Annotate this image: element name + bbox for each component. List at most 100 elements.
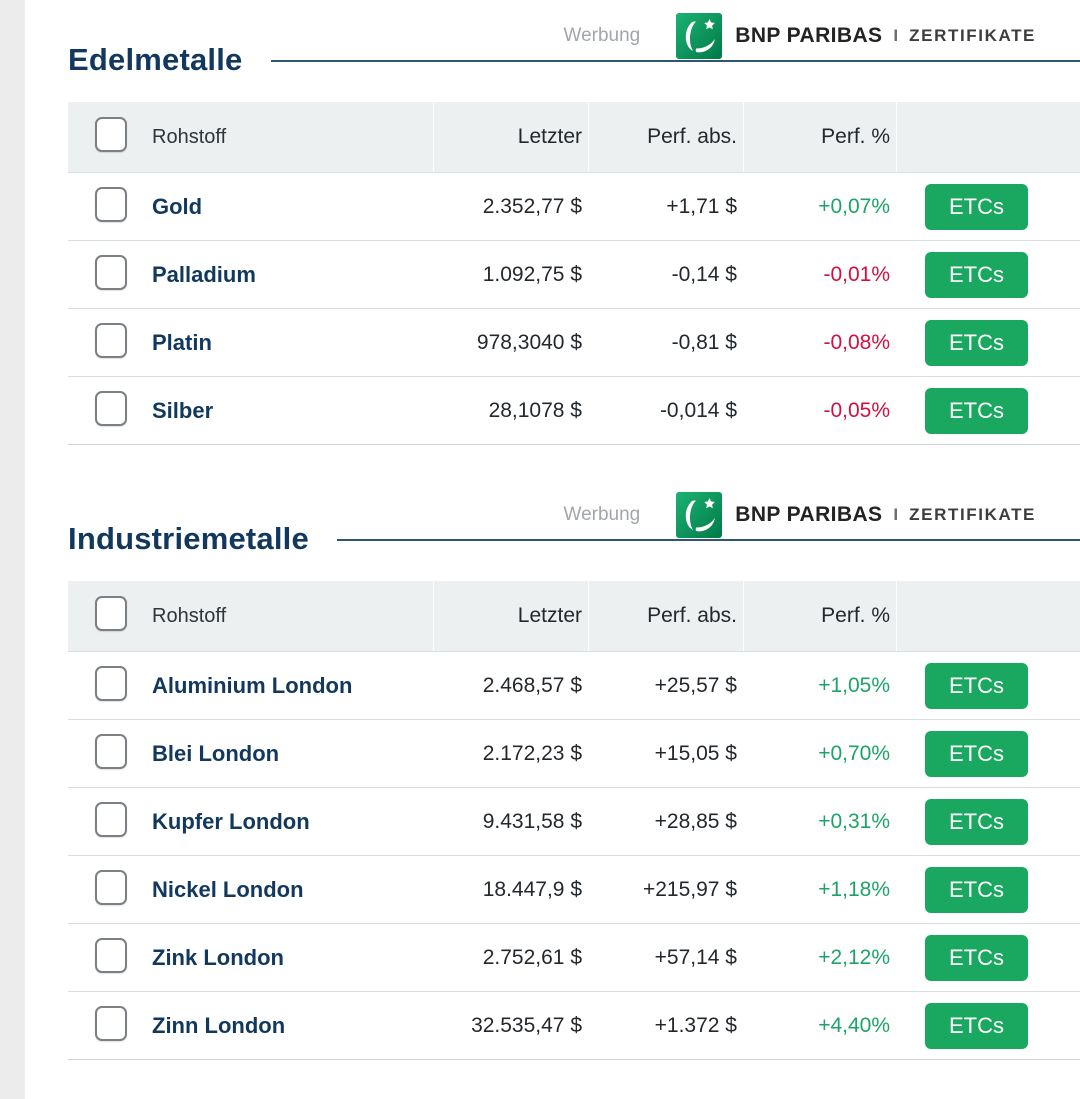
perf-pct-value: +0,07% — [818, 194, 890, 218]
brand-suffix: ZERTIFIKATE — [909, 26, 1036, 45]
perf-pct-value: +2,12% — [818, 945, 890, 969]
etcs-button[interactable]: ETCs — [925, 387, 1028, 434]
brand-suffix: ZERTIFIKATE — [909, 505, 1036, 524]
perf-abs-value: +15,05 $ — [654, 741, 737, 765]
perf-pct-value: -0,05% — [823, 398, 890, 422]
select-all-checkbox[interactable] — [95, 117, 127, 152]
perf-abs-value: -0,81 $ — [671, 330, 737, 354]
perf-pct-value: +0,70% — [818, 741, 890, 765]
letzter-value: 18.447,9 $ — [482, 877, 582, 901]
letzter-value: 2.468,57 $ — [482, 673, 582, 697]
column-header-rohstoff: Rohstoff — [152, 604, 227, 627]
werbung-label: Werbung — [563, 504, 641, 525]
section-header: Industriemetalle Werbung — [68, 491, 1080, 556]
etcs-button[interactable]: ETCs — [925, 798, 1028, 845]
commodity-link[interactable]: Platin — [152, 329, 212, 355]
row-checkbox[interactable] — [95, 801, 127, 837]
table-row: Blei London 2.172,23 $ +15,05 $ +0,70% E… — [68, 719, 1080, 787]
section-industriemetalle: Industriemetalle Werbung — [68, 491, 1080, 1060]
row-checkbox[interactable] — [95, 322, 127, 358]
row-checkbox[interactable] — [95, 186, 127, 222]
perf-abs-value: -0,014 $ — [659, 398, 737, 422]
table-header-row: Rohstoff Letzter Perf. abs. Perf. % — [68, 581, 1080, 651]
section-edelmetalle: Edelmetalle Werbung — [68, 12, 1080, 445]
letzter-value: 1.092,75 $ — [482, 262, 582, 286]
commodity-link[interactable]: Kupfer London — [152, 808, 310, 834]
etcs-button[interactable]: ETCs — [925, 319, 1028, 366]
table-row: Zinn London 32.535,47 $ +1.372 $ +4,40% … — [68, 991, 1080, 1059]
section-header-right: Werbung — [336, 491, 1080, 541]
section-header-right: Werbung — [270, 12, 1080, 62]
letzter-value: 9.431,58 $ — [482, 809, 582, 833]
perf-abs-value: +25,57 $ — [654, 673, 737, 697]
perf-abs-value: +1,71 $ — [666, 194, 737, 218]
bnp-paribas-ad-link[interactable]: BNP PARIBAS I ZERTIFIKATE — [676, 492, 1036, 538]
commodity-link[interactable]: Nickel London — [152, 876, 304, 902]
etcs-button[interactable]: ETCs — [925, 730, 1028, 777]
perf-pct-value: -0,01% — [823, 262, 890, 286]
commodity-link[interactable]: Gold — [152, 193, 203, 219]
heading-rule — [336, 539, 1080, 541]
table-body: Aluminium London 2.468,57 $ +25,57 $ +1,… — [68, 651, 1080, 1059]
letzter-value: 32.535,47 $ — [471, 1013, 582, 1037]
perf-pct-value: +4,40% — [818, 1013, 890, 1037]
select-all-checkbox[interactable] — [95, 596, 127, 631]
table-row: Aluminium London 2.468,57 $ +25,57 $ +1,… — [68, 651, 1080, 719]
commodities-table: Rohstoff Letzter Perf. abs. Perf. % Gold… — [68, 102, 1080, 445]
column-header-perf-pct: Perf. % — [743, 102, 896, 172]
row-checkbox[interactable] — [95, 937, 127, 973]
etcs-button[interactable]: ETCs — [925, 934, 1028, 981]
perf-abs-value: +28,85 $ — [654, 809, 737, 833]
bnp-paribas-logo-icon — [676, 13, 723, 59]
bnp-paribas-logo-icon — [676, 492, 723, 538]
table-row: Palladium 1.092,75 $ -0,14 $ -0,01% ETCs — [68, 240, 1080, 308]
column-header-letzter: Letzter — [433, 102, 588, 172]
commodities-page: Edelmetalle Werbung — [68, 12, 1080, 1060]
row-checkbox[interactable] — [95, 665, 127, 701]
perf-pct-value: +1,18% — [818, 877, 890, 901]
ad-banner: Werbung — [337, 491, 1080, 539]
letzter-value: 28,1078 $ — [488, 398, 582, 422]
brand-separator: I — [893, 26, 899, 45]
section-title: Industriemetalle — [68, 521, 309, 556]
section-header: Edelmetalle Werbung — [68, 12, 1080, 77]
perf-pct-value: -0,08% — [823, 330, 890, 354]
commodity-link[interactable]: Zink London — [152, 944, 284, 970]
letzter-value: 2.352,77 $ — [482, 194, 582, 218]
row-checkbox[interactable] — [95, 254, 127, 290]
brand-separator: I — [893, 505, 899, 524]
commodity-link[interactable]: Zinn London — [152, 1012, 286, 1038]
etcs-button[interactable]: ETCs — [925, 866, 1028, 913]
perf-pct-value: +1,05% — [818, 673, 890, 697]
row-checkbox[interactable] — [95, 733, 127, 769]
column-header-actions — [896, 102, 1080, 172]
etcs-button[interactable]: ETCs — [925, 662, 1028, 709]
perf-abs-value: -0,14 $ — [671, 262, 737, 286]
table-row: Platin 978,3040 $ -0,81 $ -0,08% ETCs — [68, 308, 1080, 376]
commodity-link[interactable]: Blei London — [152, 740, 280, 766]
table-row: Nickel London 18.447,9 $ +215,97 $ +1,18… — [68, 855, 1080, 923]
column-header-rohstoff: Rohstoff — [152, 125, 227, 148]
commodity-link[interactable]: Palladium — [152, 261, 256, 287]
ad-banner: Werbung — [271, 12, 1080, 60]
etcs-button[interactable]: ETCs — [925, 251, 1028, 298]
perf-abs-value: +215,97 $ — [642, 877, 737, 901]
row-checkbox[interactable] — [95, 390, 127, 426]
page-left-gutter — [0, 0, 25, 1099]
letzter-value: 2.172,23 $ — [482, 741, 582, 765]
commodity-link[interactable]: Silber — [152, 397, 214, 423]
commodities-table: Rohstoff Letzter Perf. abs. Perf. % Alum… — [68, 581, 1080, 1060]
brand-name: BNP PARIBAS — [735, 503, 883, 526]
table-row: Gold 2.352,77 $ +1,71 $ +0,07% ETCs — [68, 172, 1080, 240]
commodity-link[interactable]: Aluminium London — [152, 672, 353, 698]
etcs-button[interactable]: ETCs — [925, 1002, 1028, 1049]
etcs-button[interactable]: ETCs — [925, 183, 1028, 230]
column-header-perf-abs: Perf. abs. — [588, 581, 743, 651]
heading-rule — [270, 60, 1080, 62]
row-checkbox[interactable] — [95, 1005, 127, 1041]
table-body: Gold 2.352,77 $ +1,71 $ +0,07% ETCs Pall… — [68, 172, 1080, 444]
row-checkbox[interactable] — [95, 869, 127, 905]
table-header-row: Rohstoff Letzter Perf. abs. Perf. % — [68, 102, 1080, 172]
bnp-paribas-ad-link[interactable]: BNP PARIBAS I ZERTIFIKATE — [676, 13, 1036, 59]
perf-pct-value: +0,31% — [818, 809, 890, 833]
